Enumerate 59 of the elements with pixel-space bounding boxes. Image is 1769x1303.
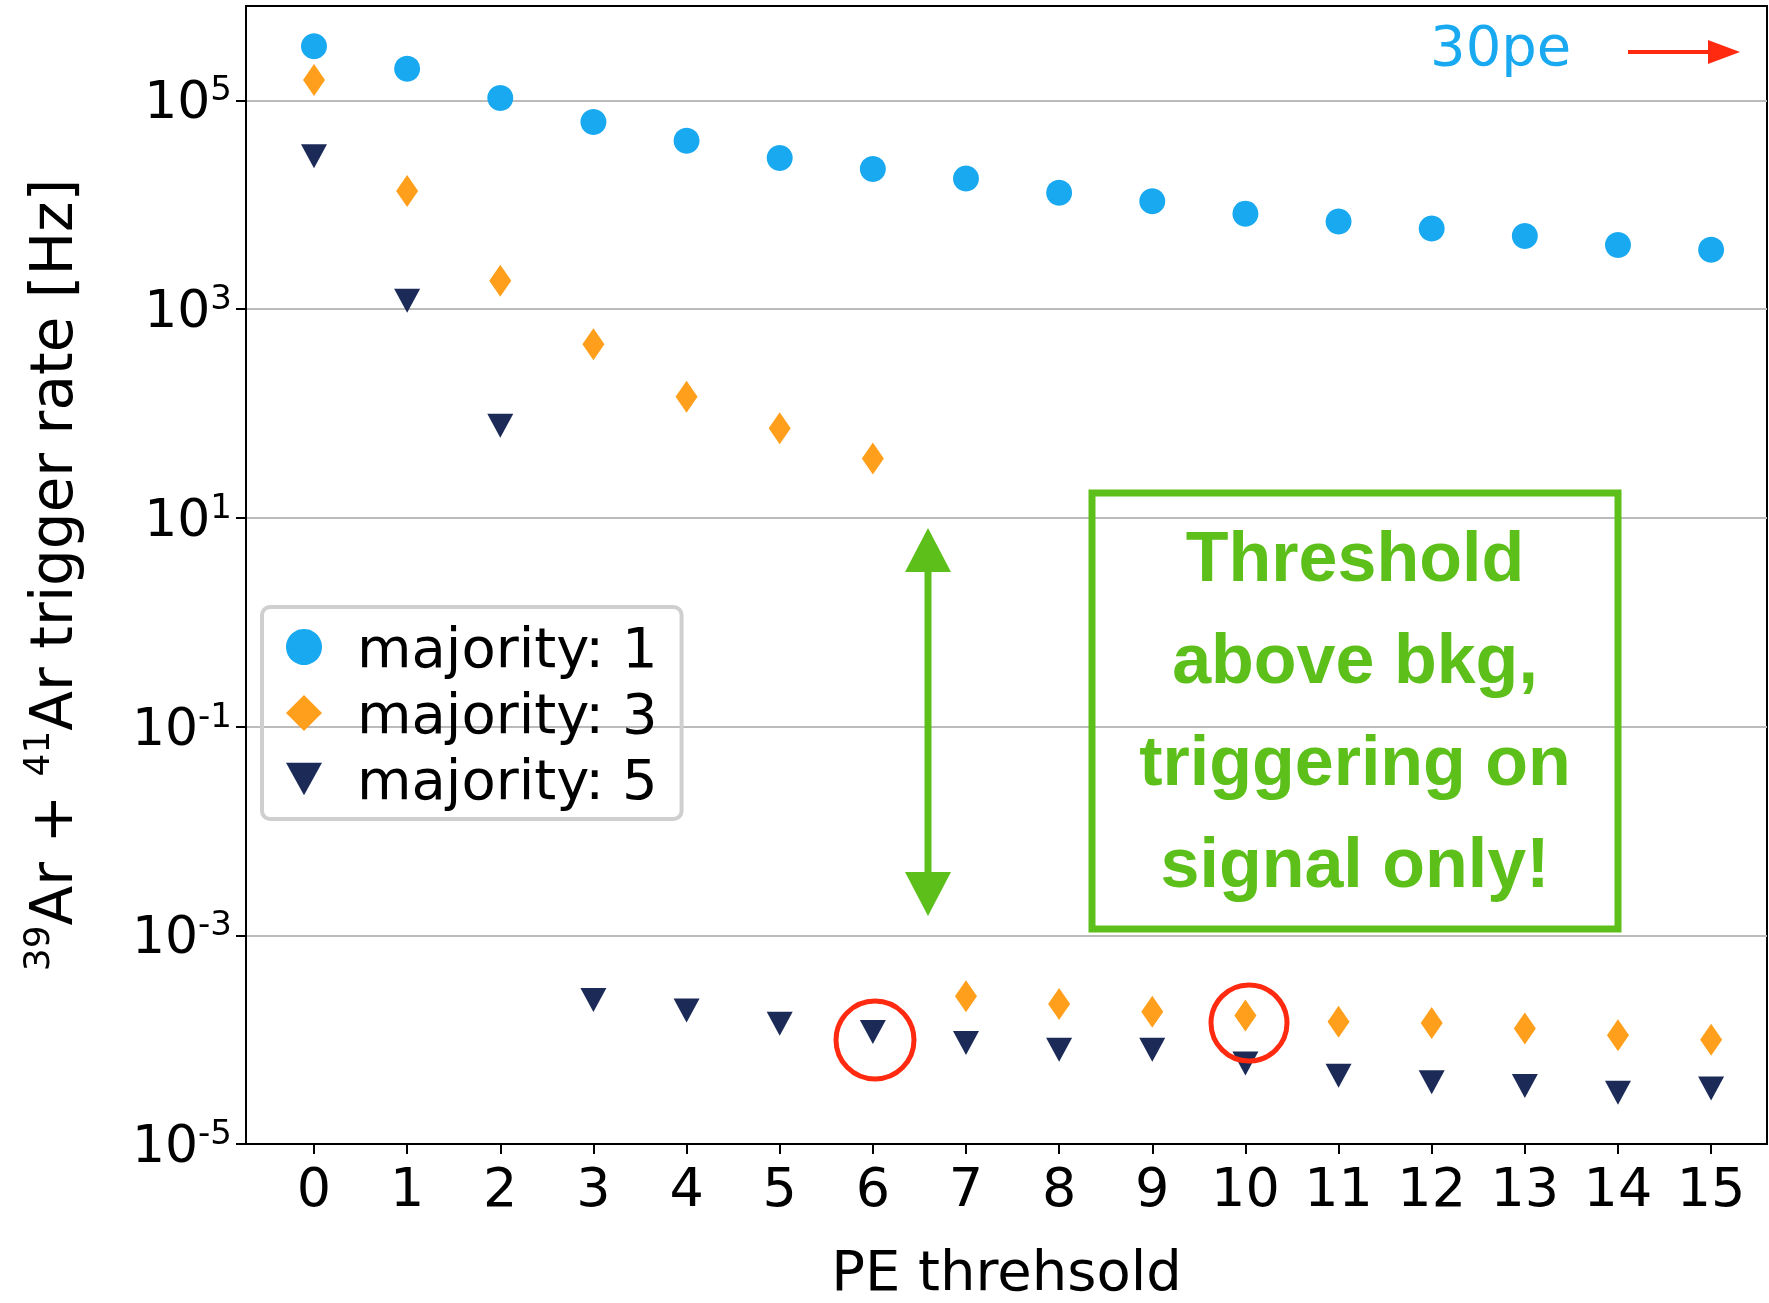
y-tick-label: 10$^{5}$ [144,68,232,131]
point [1139,1037,1166,1062]
annotation: Threshold above bkg, triggering on signal only! [1138,517,1572,904]
x-tick-label: 13 [1490,1155,1560,1219]
point [766,144,793,171]
point [1418,215,1445,242]
point [1698,1076,1725,1101]
point [580,987,607,1012]
point [1046,1037,1073,1062]
x-tick-label: 12 [1397,1155,1467,1219]
x-tick-label: 2 [483,1155,518,1219]
y-tick-label: 10$^{-5}$ [131,1112,232,1174]
point [1325,208,1352,235]
point [859,155,886,182]
point [1604,1080,1631,1105]
y-axis-title: 39Ar + 41Ar trigger rate [Hz] [15,178,87,972]
point [1046,179,1073,206]
legend-label: majority: 1 [357,614,658,680]
point [394,55,421,82]
y-tick-label: 10$^{1}$ [144,485,232,548]
x-tick-label: 1 [389,1155,425,1219]
y-tick-label: 10$^{-1}$ [131,694,232,757]
point [673,127,700,154]
point [1511,223,1538,250]
x-tick-label: 5 [762,1155,797,1219]
legend-label: majority: 5 [357,746,658,812]
x-tick-label: 9 [1135,1155,1170,1219]
x-tick-label: 6 [855,1155,891,1219]
point [487,85,514,112]
x-axis-title: PE threhsold [831,1237,1182,1303]
point [1698,236,1725,263]
point [300,144,327,169]
point [301,33,327,60]
x-tick-label: 14 [1583,1155,1653,1219]
point [1232,200,1259,227]
x-tick-label: 10 [1211,1155,1280,1219]
point [1605,232,1631,259]
point [487,413,514,438]
point [953,165,979,192]
point [952,1030,979,1055]
legend-label: majority: 3 [357,680,658,746]
x-tick-label: 0 [296,1155,332,1219]
point [766,1011,793,1036]
y-tick-label: 10$^{3}$ [144,277,232,339]
x-tick-label: 8 [1041,1155,1077,1219]
point [580,108,607,135]
point [1325,1063,1352,1088]
x-tick-label: 3 [576,1155,611,1219]
x-tick-label: 15 [1676,1155,1746,1219]
point [673,998,700,1023]
y-tick-label: 10$^{-3}$ [131,903,232,966]
annotation: 30pe [1430,13,1572,78]
point [1418,1070,1445,1095]
point [1139,188,1166,215]
point [1511,1073,1538,1098]
point [394,288,421,313]
x-tick-label: 7 [948,1155,984,1219]
x-tick-label: 11 [1304,1155,1373,1219]
x-tick-label: 4 [669,1155,704,1219]
